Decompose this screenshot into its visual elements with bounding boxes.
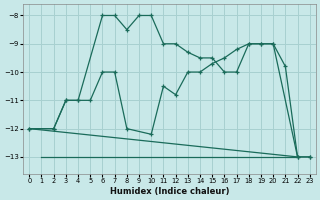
X-axis label: Humidex (Indice chaleur): Humidex (Indice chaleur) — [110, 187, 229, 196]
